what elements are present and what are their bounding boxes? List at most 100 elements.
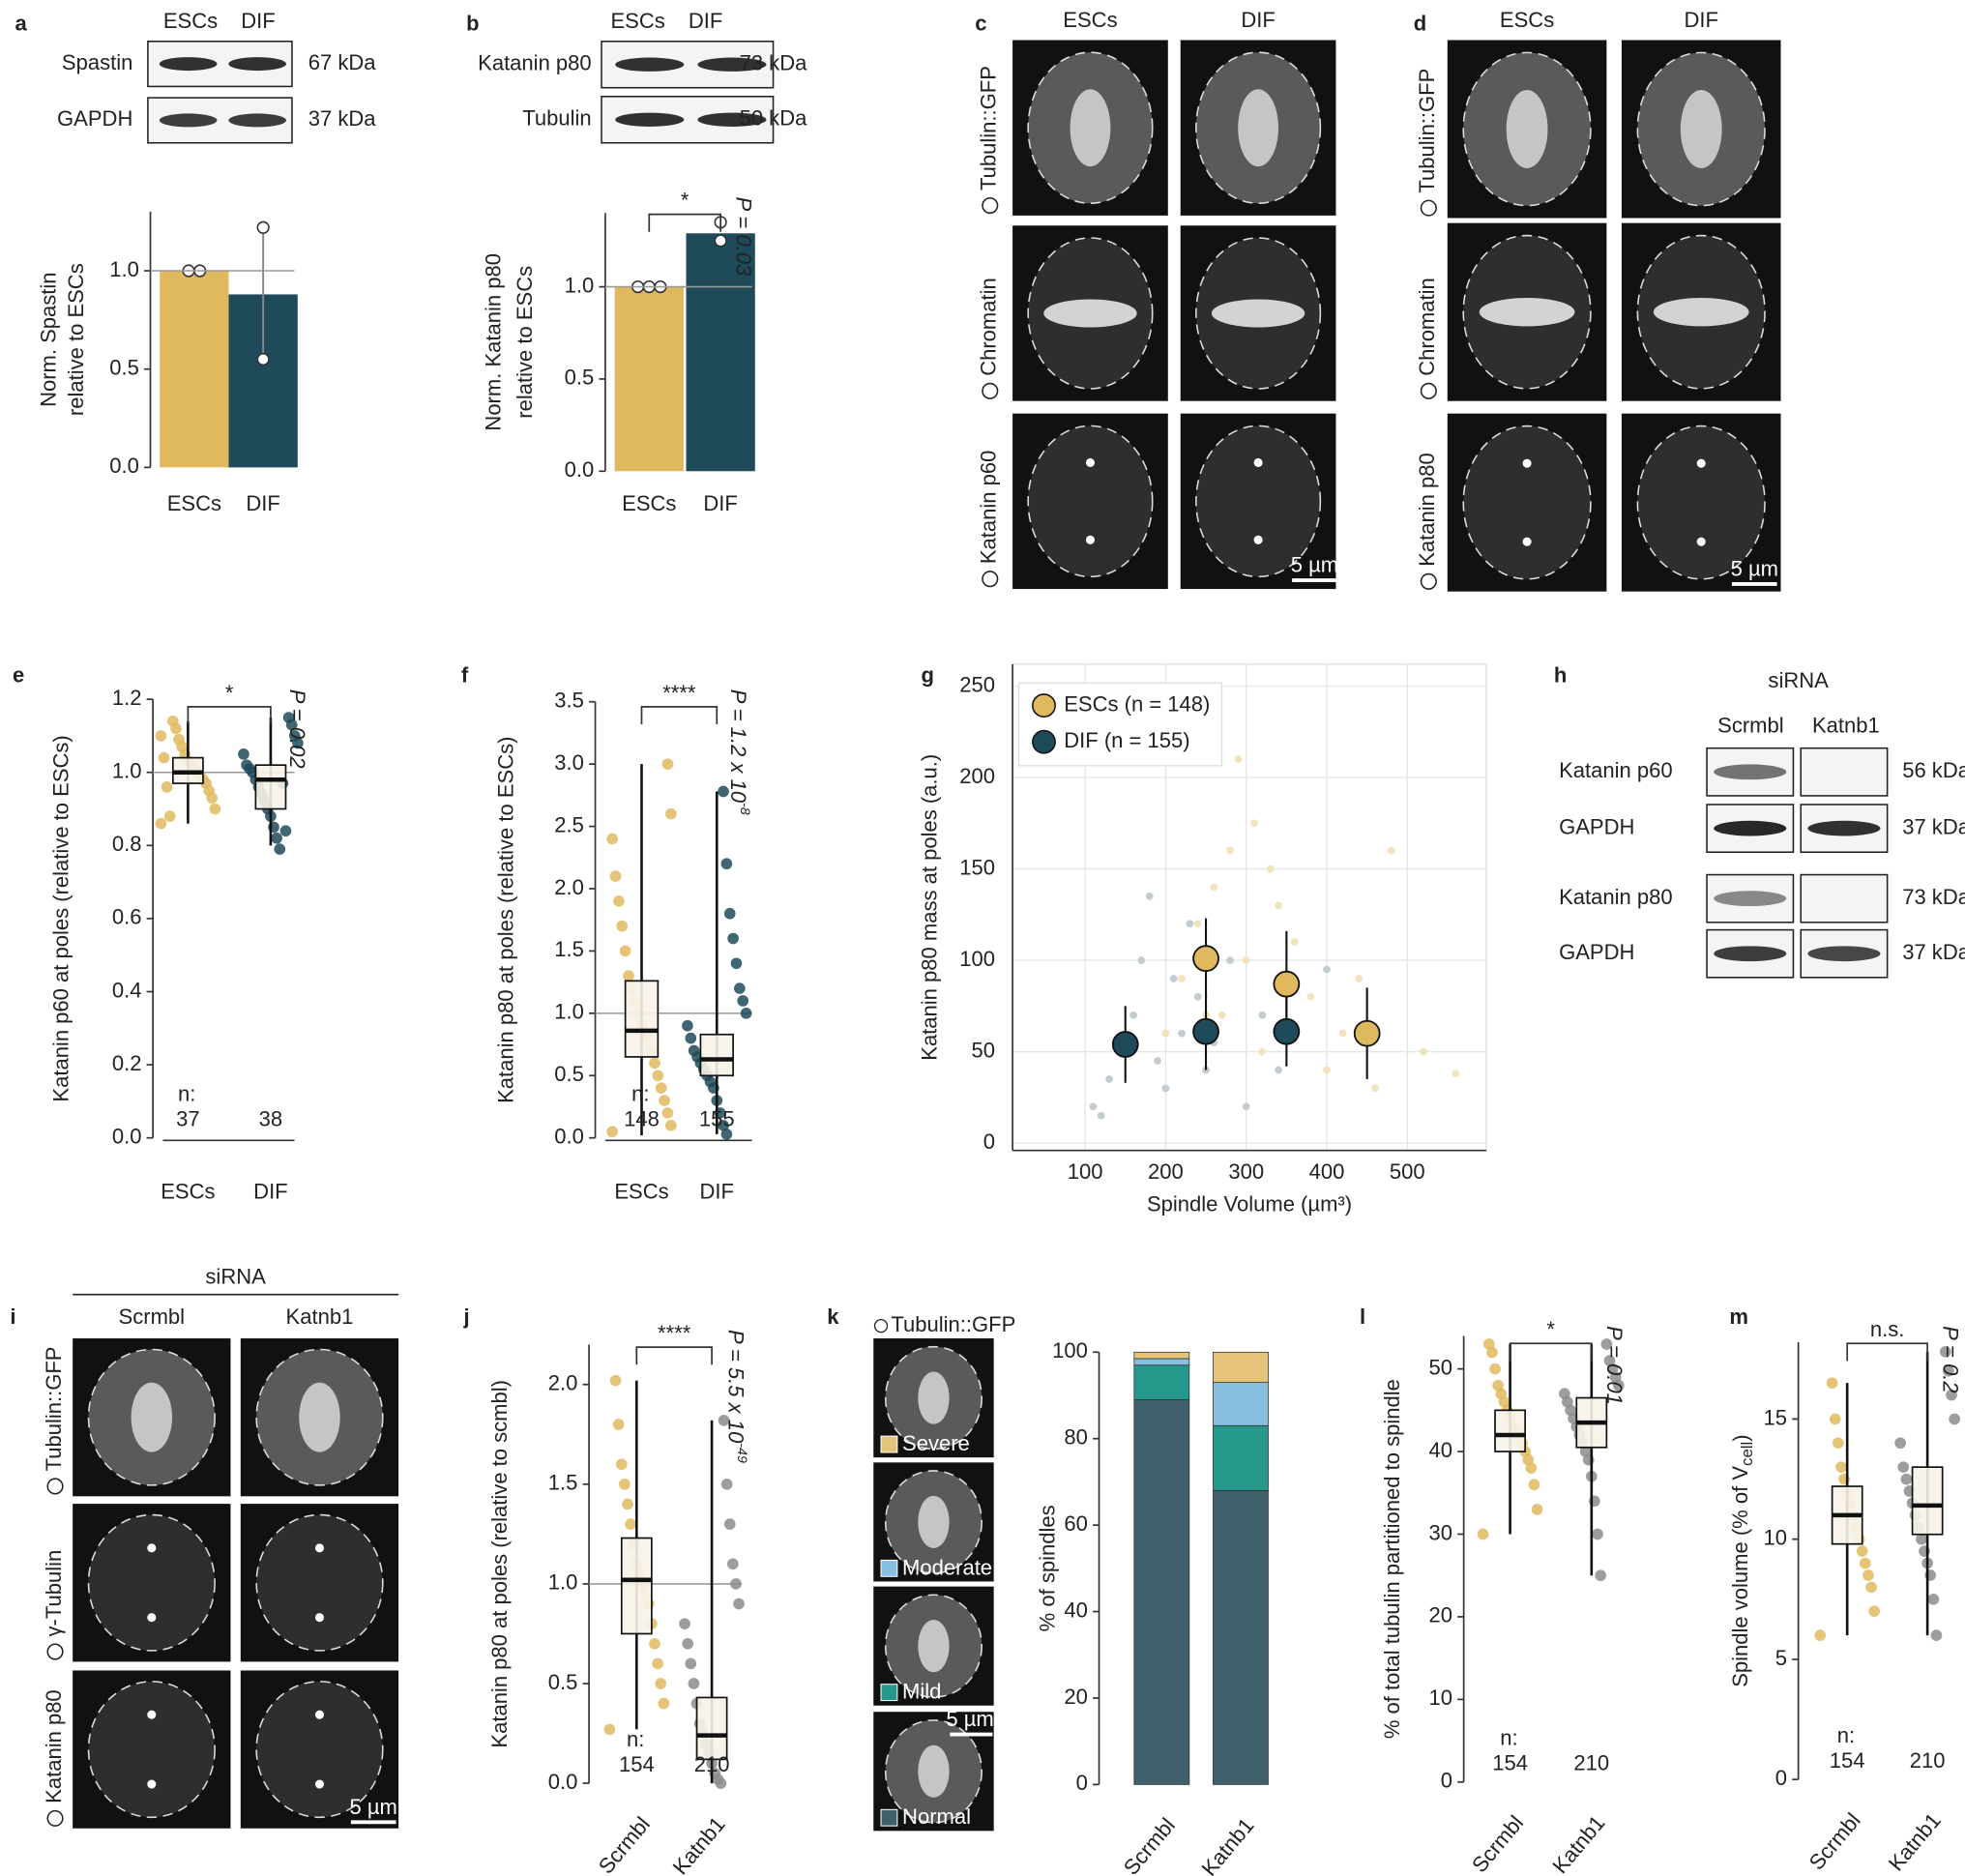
blot-band: [159, 57, 218, 72]
significance-label: n.s.: [1870, 1317, 1905, 1341]
blot-band: [1714, 946, 1787, 962]
spindle: [299, 1382, 340, 1452]
significance-label: ****: [658, 1321, 691, 1345]
x-tick-label: Katnb1: [1547, 1811, 1609, 1876]
p-value-exponent: -8: [737, 803, 752, 815]
data-point: [1210, 883, 1218, 892]
x-tick-label: ESCs: [161, 1180, 215, 1204]
data-point: [619, 1479, 631, 1490]
data-point: [1161, 1084, 1170, 1093]
x-tick-label: Katnb1: [1197, 1813, 1259, 1876]
data-point: [733, 1598, 745, 1610]
scale-bar-label: 5 µm: [946, 1707, 993, 1731]
image-row-label: γ-Tubulin: [42, 1550, 66, 1637]
data-point: [1097, 1111, 1105, 1120]
chromatin: [1653, 297, 1749, 327]
data-point: [1306, 992, 1315, 1001]
y-tick-label: 0.0: [109, 454, 139, 478]
data-point: [658, 1697, 670, 1710]
cell-body: [87, 1681, 216, 1819]
data-point: [1250, 819, 1258, 828]
y-tick-label: 0.4: [112, 978, 142, 1002]
row-marker: [1420, 382, 1437, 399]
cell-body: [1636, 425, 1766, 580]
y-tick-label: 150: [959, 855, 995, 879]
data-point: [718, 1119, 729, 1131]
p-value: P = 0.01: [1602, 1326, 1627, 1405]
data-point: [1202, 1066, 1210, 1074]
x-tick-label: 500: [1390, 1159, 1425, 1184]
data-point: [1492, 1379, 1504, 1392]
data-point: [649, 1637, 660, 1650]
blot-size-label: 50 kDa: [740, 106, 808, 131]
data-point: [282, 712, 295, 723]
pole-spot: [314, 1543, 324, 1553]
image-header: siRNA: [205, 1265, 266, 1289]
p-value: P = 0.2: [1938, 1326, 1962, 1393]
y-tick-label: 50: [1428, 1355, 1452, 1379]
x-tick-label: Katnb1: [668, 1812, 730, 1876]
blot-row-label: GAPDH: [1559, 814, 1634, 838]
p-value: P = 1.2 x 10-8: [726, 689, 752, 815]
legend-swatch: [880, 1435, 898, 1453]
significance-label: ****: [662, 681, 696, 705]
legend-label: Severe: [902, 1431, 970, 1455]
pole-spot: [1522, 537, 1532, 546]
blot-row-label: Tubulin: [522, 106, 591, 131]
pole-spot: [1253, 535, 1263, 544]
data-point: [1528, 1479, 1540, 1491]
data-point: [1826, 1377, 1838, 1390]
y-tick-label: 10: [1428, 1685, 1452, 1710]
image-label: Tubulin::GFP: [891, 1312, 1015, 1336]
data-point: [612, 1419, 625, 1430]
y-tick-label: 0.0: [554, 1125, 584, 1149]
significance-bracket: [635, 1346, 713, 1365]
bar-segment: [1213, 1351, 1269, 1383]
n-value: 154: [1492, 1750, 1528, 1774]
cell-body: [1195, 425, 1322, 578]
data-point: [1862, 1569, 1874, 1581]
data-point: [1603, 1355, 1616, 1366]
blot-header: siRNA: [1768, 668, 1829, 692]
data-point: [1531, 1504, 1543, 1515]
significance-label: *: [1546, 1317, 1555, 1341]
blot-column-label: DIF: [689, 9, 722, 33]
pole-spot: [1696, 537, 1706, 546]
data-point: [1290, 938, 1299, 947]
p-value: P = 0.03: [731, 196, 755, 277]
panel-letter: h: [1554, 663, 1567, 688]
pole-spot: [1522, 458, 1532, 468]
data-point: [1927, 1594, 1940, 1605]
data-point: [1946, 1389, 1957, 1401]
spindle: [1680, 90, 1722, 168]
data-point: [619, 945, 631, 957]
panel-letter: e: [13, 663, 24, 688]
y-tick-label: 30: [1428, 1520, 1452, 1544]
x-axis-label: Spindle Volume (µm³): [1147, 1191, 1352, 1216]
data-point: [1242, 956, 1250, 964]
data-point: [241, 759, 252, 771]
image-row-label: Katanin p80: [42, 1689, 66, 1803]
y-tick-label: 0: [1441, 1769, 1452, 1793]
n-value: 210: [1910, 1748, 1946, 1773]
y-tick-label: 0.8: [112, 832, 142, 856]
data-point: [167, 715, 179, 727]
data-point: [652, 1657, 663, 1670]
spindle: [918, 1371, 950, 1424]
cell-body: [255, 1513, 384, 1652]
data-point: [1129, 1011, 1137, 1019]
data-point: [288, 730, 301, 742]
n-value: 38: [259, 1106, 283, 1130]
bar-segment: [1133, 1351, 1190, 1360]
bar-segment: [1213, 1489, 1269, 1785]
blot-column-label: ESCs: [163, 9, 218, 33]
legend-marker: [1032, 729, 1056, 754]
data-point: [661, 1107, 674, 1119]
data-point: [665, 807, 677, 820]
data-point: [1420, 1047, 1427, 1056]
n-value: 210: [694, 1752, 730, 1776]
chromatin: [1043, 299, 1137, 328]
x-tick-label: DIF: [700, 1180, 734, 1204]
scale-bar-label: 5 µm: [1731, 556, 1778, 580]
blot-band: [697, 57, 767, 72]
